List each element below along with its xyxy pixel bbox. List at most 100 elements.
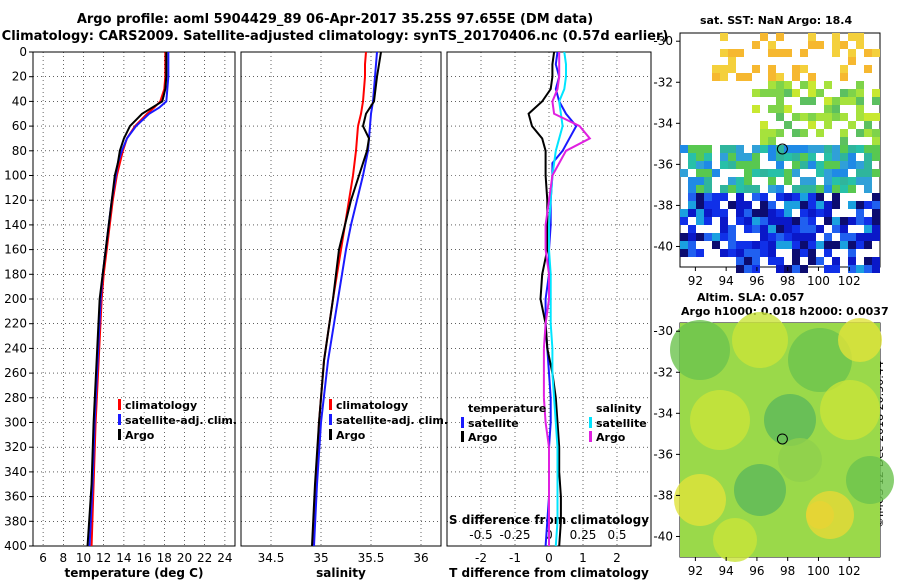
sst-map-cell [856,97,864,105]
sla-map-blob [713,518,757,562]
sst-map-cell [808,73,816,81]
sal-legend-label: satellite-adj. clim. [336,414,448,427]
sst-map-cell [688,233,696,241]
sst-map-cell [816,41,824,49]
sst-map-cell [776,233,784,241]
sst-map-cell [784,81,792,89]
sal-tick-label: 36 [413,551,428,565]
sst-map-cell [816,201,824,209]
sst-map-cell [792,153,800,161]
diff-tick-label: 1 [579,551,587,565]
sst-map-cell [800,97,808,105]
sla-map-blob [846,456,894,504]
sst-map-cell [832,225,840,233]
sla-map-ytick-label: -36 [653,447,673,461]
sst-map-cell [840,145,848,153]
sst-map-cell [808,145,816,153]
sal-legend-swatch [329,429,332,440]
sst-map-cell [856,113,864,121]
sst-map-cell [808,193,816,201]
depth-tick-label: 120 [4,193,27,207]
sst-map-cell [848,177,856,185]
sst-map-cell [824,169,832,177]
sst-map-cell [784,209,792,217]
depth-tick-label: 140 [4,218,27,232]
sst-map-cell [768,49,776,57]
sst-map-cell [752,249,760,257]
diff-legend-label: satellite [468,417,519,430]
sst-map-cell [736,161,744,169]
sst-map-cell [808,81,816,89]
sst-map-cell [720,73,728,81]
sst-map-cell [816,241,824,249]
sst-map-cell [696,233,704,241]
sst-map-cell [776,217,784,225]
sst-map-cell [800,249,808,257]
sst-map-cell [784,153,792,161]
sst-map-cell [792,201,800,209]
sst-map-cell [744,201,752,209]
sst-map-cell [696,201,704,209]
sst-map-cell [824,81,832,89]
sst-map-cell [832,177,840,185]
sla-map-xtick-label: 102 [838,564,861,578]
sst-map-cell [816,169,824,177]
sst-map-cell [808,41,816,49]
sst-map-cell [800,49,808,57]
sst-map-cell [720,217,728,225]
sst-map-cell [728,185,736,193]
sst-map-cell [792,89,800,97]
sst-map-cell [848,249,856,257]
sst-map-cell [784,89,792,97]
sst-map-cell [760,201,768,209]
sst-map-cell [752,217,760,225]
sst-map-cell [832,185,840,193]
sst-map-cell [800,217,808,225]
sst-map-cell [768,217,776,225]
sst-map-cell [704,185,712,193]
sst-map-cell [824,113,832,121]
sst-map-cell [856,217,864,225]
sst-map-cell [816,209,824,217]
sst-map-cell [864,257,872,265]
sst-map-cell [832,193,840,201]
sst-map-cell [776,153,784,161]
sst-map-cell [768,241,776,249]
sst-map-cell [816,193,824,201]
sst-map-cell [864,241,872,249]
sdiff-tick-label: -0.25 [499,528,530,542]
sdiff-tick-label: -0.5 [469,528,492,542]
sst-map-cell [856,209,864,217]
sst-map-cell [792,257,800,265]
sst-map-xtick-label: 92 [688,274,703,288]
temp-tick-label: 20 [177,551,192,565]
diff-series-sal-satellite [548,51,567,547]
sst-map-cell [832,241,840,249]
sst-map-cell [776,185,784,193]
sst-map-cell [776,129,784,137]
sst-map-cell [824,97,832,105]
depth-tick-label: 160 [4,243,27,257]
sst-map-cell [872,217,880,225]
sst-map-cell [808,89,816,97]
sst-map-ytick-label: -36 [653,157,673,171]
sst-map-cell [768,185,776,193]
sst-map-cell [808,233,816,241]
sla-map-xtick-label: 92 [688,564,703,578]
sst-map-cell [824,153,832,161]
diff-legend-label: satellite [596,417,647,430]
diff-legend-swatch [589,417,592,428]
sst-map-cell [704,233,712,241]
sst-map-cell [720,209,728,217]
sst-map-cell [736,241,744,249]
sst-map-cell [792,193,800,201]
sst-map-cell [848,241,856,249]
sst-map-cell [680,241,688,249]
depth-tick-label: 20 [12,70,27,84]
sst-map-cell [824,233,832,241]
sst-map-cell [736,193,744,201]
sst-map-cell [720,33,728,41]
sst-map-cell [760,209,768,217]
sst-map-cell [704,209,712,217]
sst-map-cell [848,233,856,241]
